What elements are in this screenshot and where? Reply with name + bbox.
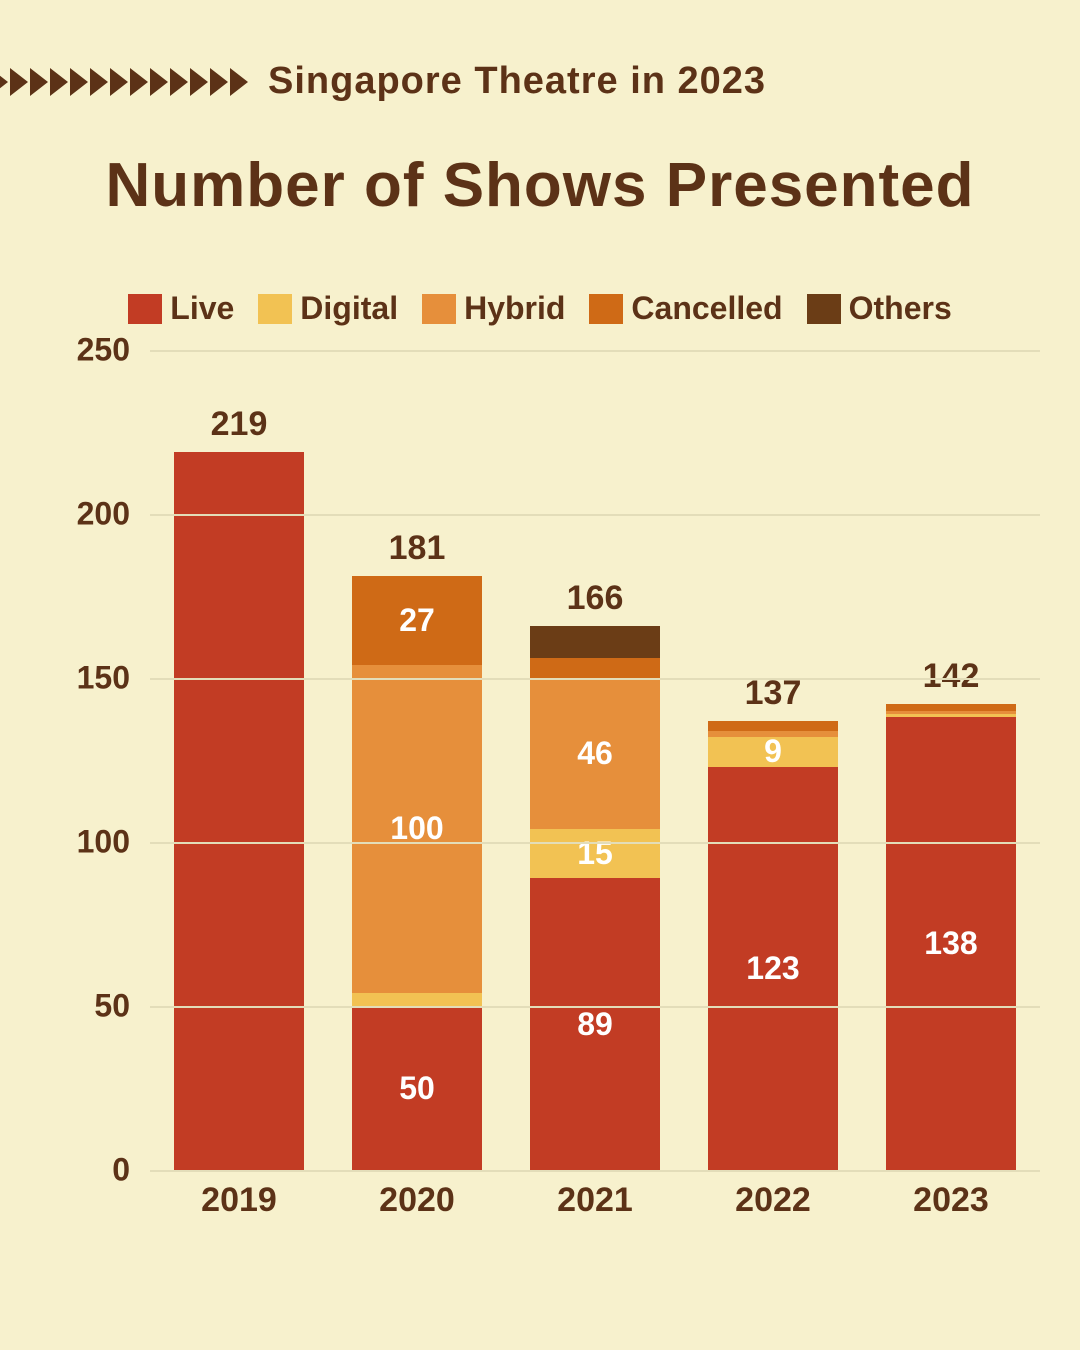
bar-total-label: 181 (389, 529, 446, 576)
bar-total-label: 219 (211, 405, 268, 452)
segment-cancelled (530, 658, 660, 678)
legend-swatch (128, 294, 162, 324)
bar-total-label: 166 (567, 579, 624, 626)
chevron-icon (70, 68, 88, 96)
segment-live: 123 (708, 767, 838, 1170)
bars: 21950100271818915461661239137138142 (150, 350, 1040, 1170)
subtitle: Singapore Theatre in 2023 (268, 60, 766, 103)
plot-area: 21950100271818915461661239137138142 0501… (150, 350, 1040, 1170)
legend-item-others: Others (807, 290, 952, 327)
bar-2019: 219 (174, 452, 304, 1170)
legend-label: Cancelled (631, 290, 782, 327)
segment-live: 89 (530, 878, 660, 1170)
gridline (150, 1006, 1040, 1008)
segment-digital: 9 (708, 737, 838, 767)
segment-hybrid: 46 (530, 678, 660, 829)
chevron-icon (0, 68, 8, 96)
y-tick-label: 100 (40, 824, 130, 861)
x-tick-label: 2021 (530, 1181, 660, 1220)
bar-2022: 1239137 (708, 721, 838, 1170)
gridline (150, 678, 1040, 680)
legend-swatch (807, 294, 841, 324)
chevron-icon (30, 68, 48, 96)
legend-item-digital: Digital (258, 290, 398, 327)
chevron-icon (90, 68, 108, 96)
chevron-icon (150, 68, 168, 96)
chevron-row (0, 68, 248, 96)
gridline (150, 1170, 1040, 1172)
gridline (150, 842, 1040, 844)
segment-digital: 15 (530, 829, 660, 878)
segment-cancelled (708, 721, 838, 731)
y-tick-label: 150 (40, 660, 130, 697)
legend-swatch (589, 294, 623, 324)
legend: Live Digital Hybrid Cancelled Others (0, 290, 1080, 327)
segment-digital (352, 993, 482, 1006)
y-tick-label: 0 (40, 1152, 130, 1189)
page-title: Number of Shows Presented (0, 150, 1080, 221)
y-tick-label: 200 (40, 496, 130, 533)
legend-label: Hybrid (464, 290, 565, 327)
bar-2023: 138142 (886, 704, 1016, 1170)
gridline (150, 350, 1040, 352)
chevron-icon (170, 68, 188, 96)
segment-hybrid: 100 (352, 665, 482, 993)
legend-item-live: Live (128, 290, 234, 327)
bar-2020: 5010027181 (352, 576, 482, 1170)
x-tick-label: 2022 (708, 1181, 838, 1220)
legend-item-hybrid: Hybrid (422, 290, 565, 327)
legend-swatch (422, 294, 456, 324)
chevron-icon (10, 68, 28, 96)
header-row: Singapore Theatre in 2023 (0, 60, 1080, 103)
chevron-icon (230, 68, 248, 96)
chevron-icon (130, 68, 148, 96)
segment-live: 138 (886, 717, 1016, 1170)
chart: 21950100271818915461661239137138142 0501… (80, 350, 1040, 1220)
legend-label: Others (849, 290, 952, 327)
chevron-icon (110, 68, 128, 96)
x-tick-label: 2019 (174, 1181, 304, 1220)
segment-live (174, 452, 304, 1170)
y-tick-label: 50 (40, 988, 130, 1025)
x-axis-labels: 2019 2020 2021 2022 2023 (150, 1181, 1040, 1220)
gridline (150, 514, 1040, 516)
x-tick-label: 2023 (886, 1181, 1016, 1220)
legend-label: Live (170, 290, 234, 327)
segment-cancelled: 27 (352, 576, 482, 665)
x-tick-label: 2020 (352, 1181, 482, 1220)
legend-label: Digital (300, 290, 398, 327)
legend-item-cancelled: Cancelled (589, 290, 782, 327)
bar-total-label: 142 (923, 657, 980, 704)
chevron-icon (50, 68, 68, 96)
legend-swatch (258, 294, 292, 324)
chevron-icon (210, 68, 228, 96)
segment-live: 50 (352, 1006, 482, 1170)
bar-2021: 891546166 (530, 626, 660, 1170)
y-tick-label: 250 (40, 332, 130, 369)
chevron-icon (190, 68, 208, 96)
segment-others (530, 626, 660, 659)
bar-total-label: 137 (745, 674, 802, 721)
